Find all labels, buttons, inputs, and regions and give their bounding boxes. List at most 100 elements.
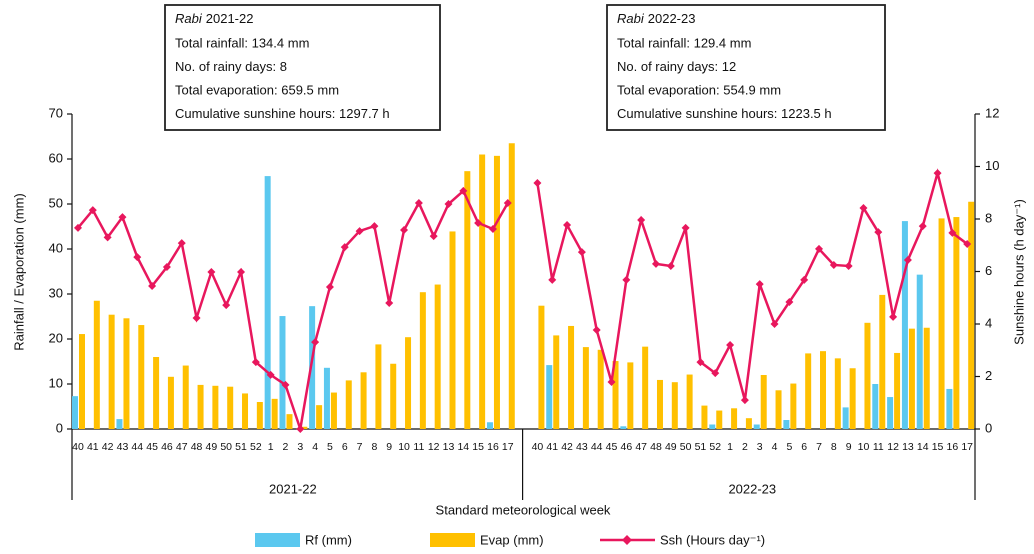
marker — [963, 239, 972, 248]
x-tick-label: 50 — [220, 441, 232, 453]
x-tick-label: 11 — [873, 441, 884, 453]
marker — [800, 275, 809, 284]
bar — [449, 231, 456, 429]
bar — [916, 274, 923, 429]
x-tick-label: 5 — [327, 441, 333, 453]
x-tick-label: 41 — [87, 441, 99, 453]
season-label: Rabi — [175, 11, 203, 26]
bar — [820, 351, 826, 429]
marker — [948, 228, 957, 237]
y2-axis-title: Sunshine hours (h day⁻¹) — [1011, 199, 1026, 345]
marker — [933, 169, 942, 178]
x-tick-label: 41 — [546, 441, 558, 453]
bar — [938, 218, 945, 429]
x-tick-label: 44 — [591, 441, 603, 453]
bar — [783, 420, 790, 429]
annotation-line: Cumulative sunshine hours: 1223.5 h — [617, 106, 832, 121]
x-tick-label: 3 — [297, 441, 303, 453]
marker — [533, 179, 542, 188]
marker — [414, 198, 423, 207]
bar — [138, 325, 145, 429]
bar — [79, 334, 85, 429]
bar — [212, 385, 219, 429]
bar — [760, 375, 767, 429]
x-tick-label: 14 — [457, 441, 469, 453]
marker — [859, 203, 868, 212]
x-tick-label: 6 — [342, 441, 348, 453]
bar — [316, 405, 323, 429]
x-tick-label: 48 — [650, 441, 662, 453]
legend-marker — [622, 535, 632, 545]
x-tick-label: 9 — [846, 441, 852, 453]
bar — [597, 349, 604, 429]
annotation-line: Total evaporation: 554.9 mm — [617, 82, 781, 97]
x-tick-label: 8 — [371, 441, 377, 453]
bar — [620, 426, 627, 429]
x-tick-label: 42 — [102, 441, 114, 453]
bar — [123, 318, 130, 429]
bar — [108, 314, 115, 429]
marker — [785, 297, 794, 306]
marker — [874, 228, 883, 237]
marker — [429, 232, 438, 241]
marker — [459, 186, 468, 195]
marker — [88, 206, 97, 215]
annotation-line: No. of rainy days: 8 — [175, 59, 287, 74]
y2-tick-label: 4 — [985, 315, 992, 330]
bar — [286, 414, 293, 429]
x-tick-label: 40 — [532, 441, 544, 453]
bar — [153, 357, 160, 429]
marker — [903, 255, 912, 264]
marker — [74, 223, 82, 232]
marker — [607, 378, 616, 387]
bar — [93, 300, 100, 429]
bar — [279, 316, 286, 429]
marker — [400, 226, 409, 235]
marker — [385, 299, 394, 307]
bar — [360, 372, 367, 429]
bar — [390, 363, 397, 429]
bar — [256, 402, 263, 429]
marker — [222, 301, 231, 310]
bar — [116, 419, 123, 429]
season-label: Rabi — [617, 11, 645, 26]
marker — [340, 243, 349, 252]
bar — [701, 405, 708, 429]
x-tick-label: 44 — [131, 441, 143, 453]
marker — [296, 425, 305, 433]
x-tick-label: 2 — [742, 441, 748, 453]
marker — [755, 280, 764, 289]
marker — [207, 268, 216, 277]
x-tick-label: 51 — [235, 441, 247, 453]
bar — [330, 392, 337, 429]
legend-swatch — [430, 533, 475, 547]
x-tick-label: 48 — [191, 441, 203, 453]
x-tick-label: 46 — [620, 441, 632, 453]
marker — [918, 222, 927, 231]
y-tick-label: 20 — [49, 330, 63, 345]
bar — [790, 383, 797, 429]
marker — [370, 222, 379, 231]
annotation-line: No. of rainy days: 12 — [617, 59, 736, 74]
marker — [474, 218, 483, 227]
x-tick-label: 13 — [443, 441, 455, 453]
marker — [444, 200, 453, 209]
x-tick-label: 7 — [357, 441, 363, 453]
bar — [479, 154, 486, 429]
bar — [309, 306, 316, 429]
marker — [355, 227, 364, 236]
bar — [887, 397, 894, 429]
bar — [434, 284, 441, 429]
marker — [622, 275, 631, 284]
y-tick-label: 0 — [56, 420, 63, 435]
bar — [901, 221, 908, 429]
x-tick-label: 40 — [72, 441, 84, 453]
bar — [538, 305, 545, 429]
marker — [237, 268, 246, 277]
y-tick-label: 30 — [49, 285, 63, 300]
x-tick-label: 10 — [858, 441, 870, 453]
bar — [864, 322, 871, 429]
bar — [968, 201, 975, 429]
bar — [612, 361, 619, 429]
